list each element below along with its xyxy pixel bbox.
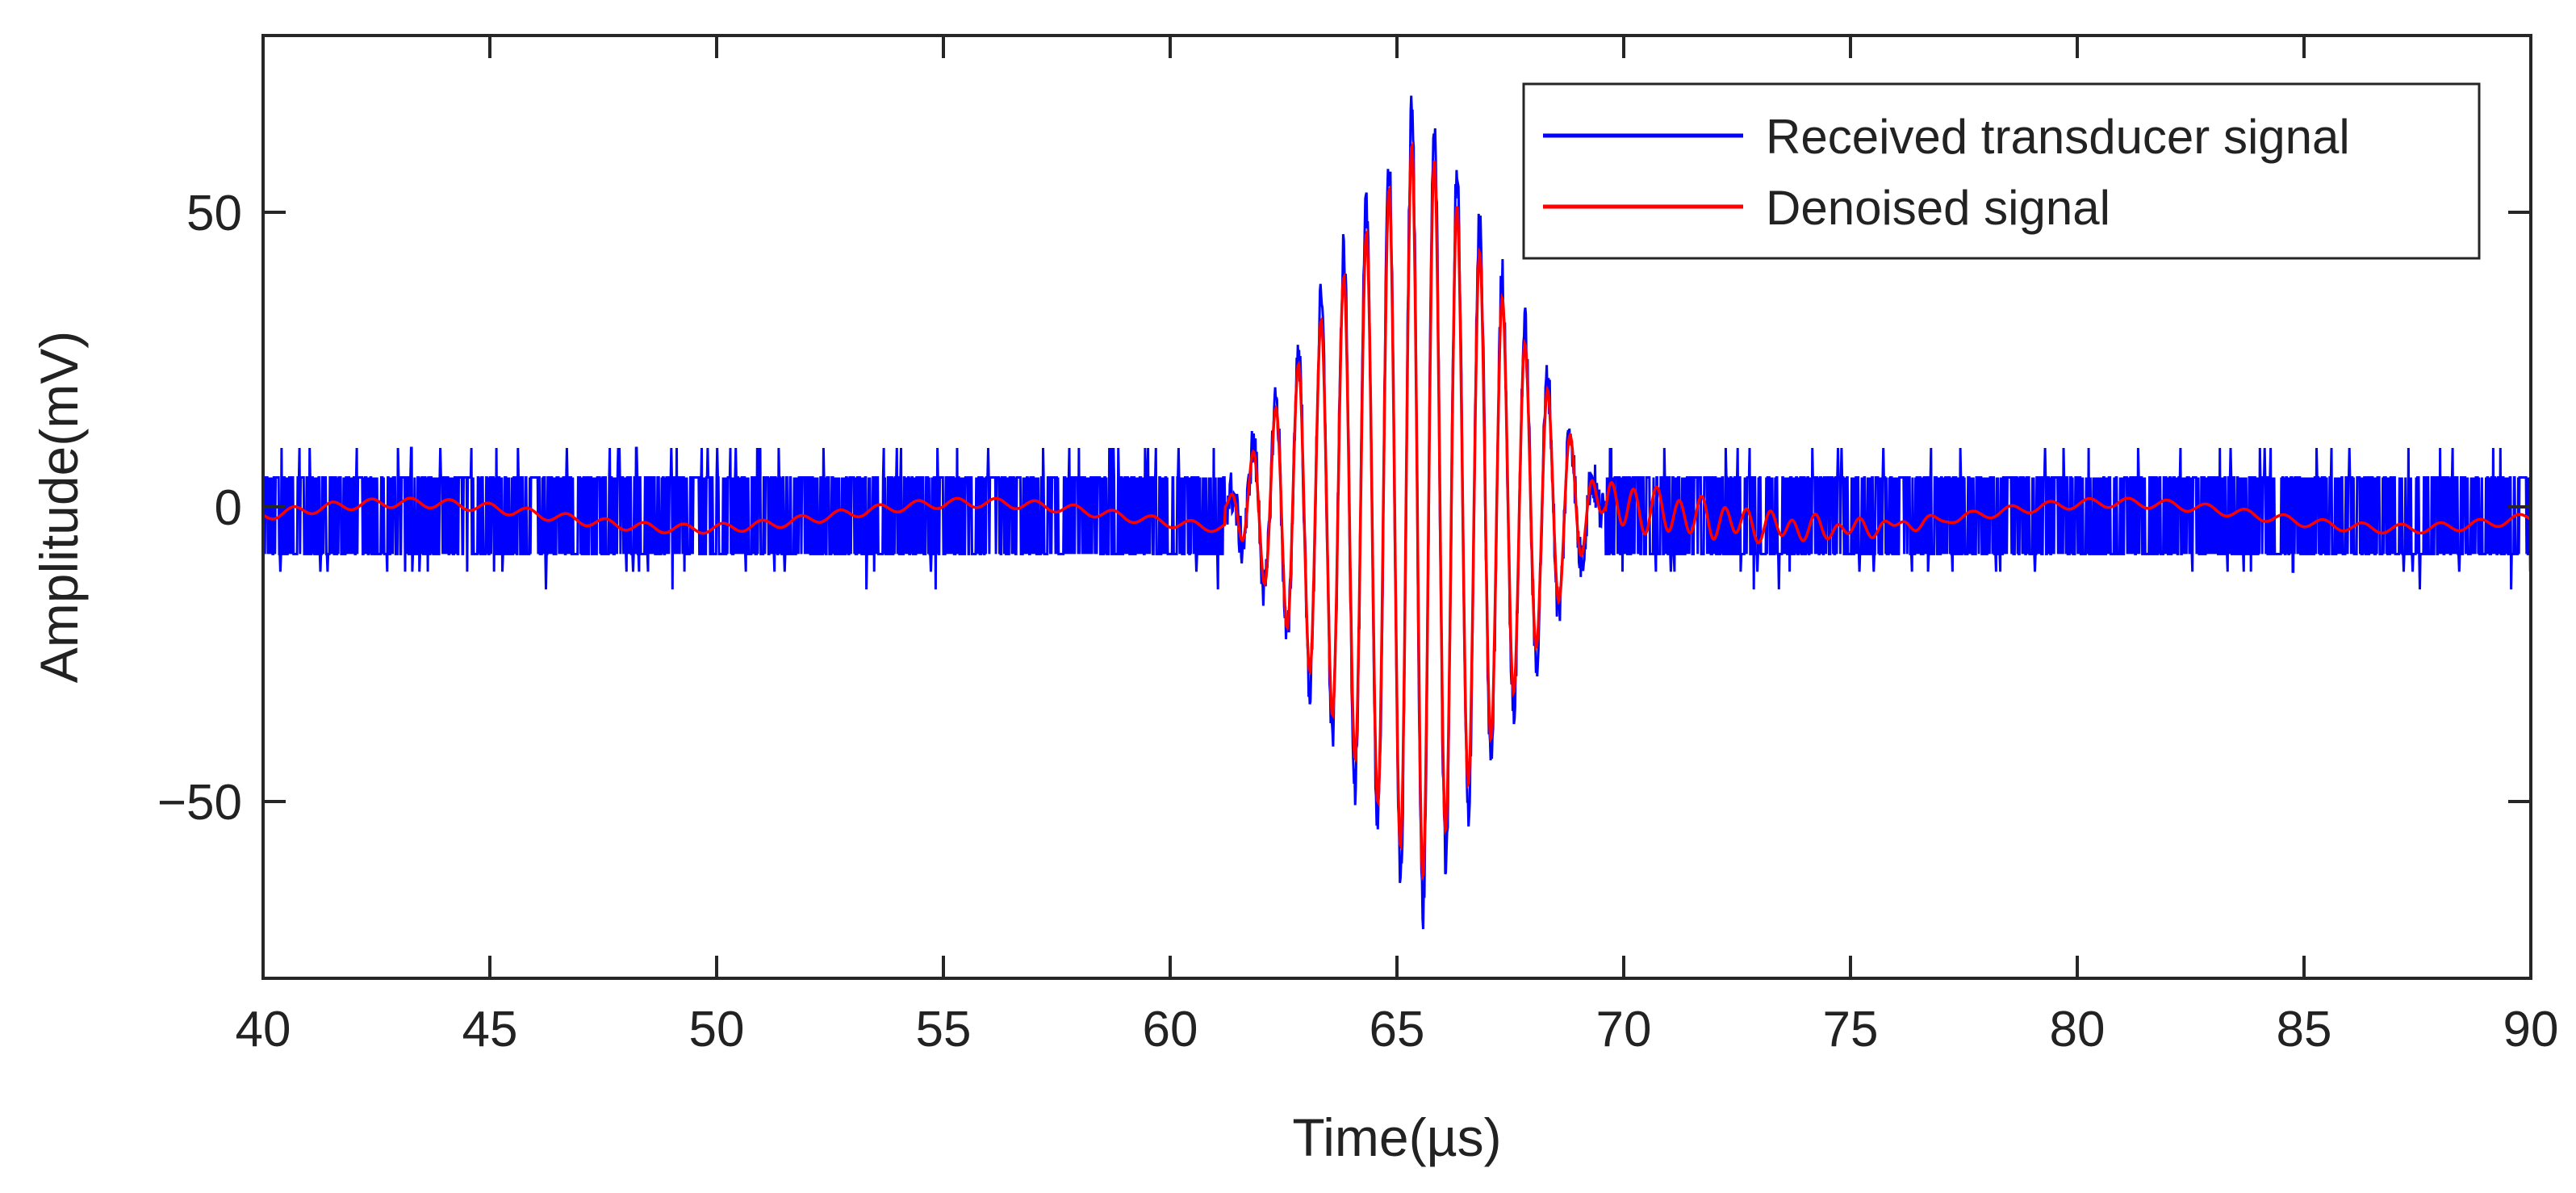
x-tick-label: 45	[462, 1002, 518, 1057]
legend: Received transducer signal Denoised sign…	[1522, 82, 2481, 260]
x-tick-label: 80	[2050, 1002, 2106, 1057]
x-tick-label: 75	[1823, 1002, 1879, 1057]
y-tick-label: 0	[215, 480, 242, 536]
x-tick-label: 65	[1370, 1002, 1425, 1057]
legend-label-denoised: Denoised signal	[1766, 181, 2110, 235]
x-tick-label: 60	[1143, 1002, 1198, 1057]
y-axis-label: Amplitude(mV)	[29, 331, 89, 683]
x-axis-label: Time(µs)	[1292, 1107, 1501, 1167]
legend-box	[1522, 82, 2481, 260]
x-tick-label: 40	[236, 1002, 291, 1057]
x-tick-label: 85	[2277, 1002, 2332, 1057]
x-tick-label: 55	[916, 1002, 972, 1057]
series-layer	[263, 95, 2531, 930]
y-tick-label: 50	[186, 186, 242, 241]
series-denoised-line	[263, 140, 2531, 881]
ticks-layer: 40 45 50 55 60 65 70 75 80 85 90 −50 0 50	[157, 36, 2559, 1057]
x-tick-label: 50	[689, 1002, 745, 1057]
legend-label-received: Received transducer signal	[1766, 110, 2350, 164]
x-tick-label: 70	[1596, 1002, 1652, 1057]
y-tick-label: −50	[157, 775, 242, 831]
x-tick-label: 90	[2503, 1002, 2559, 1057]
